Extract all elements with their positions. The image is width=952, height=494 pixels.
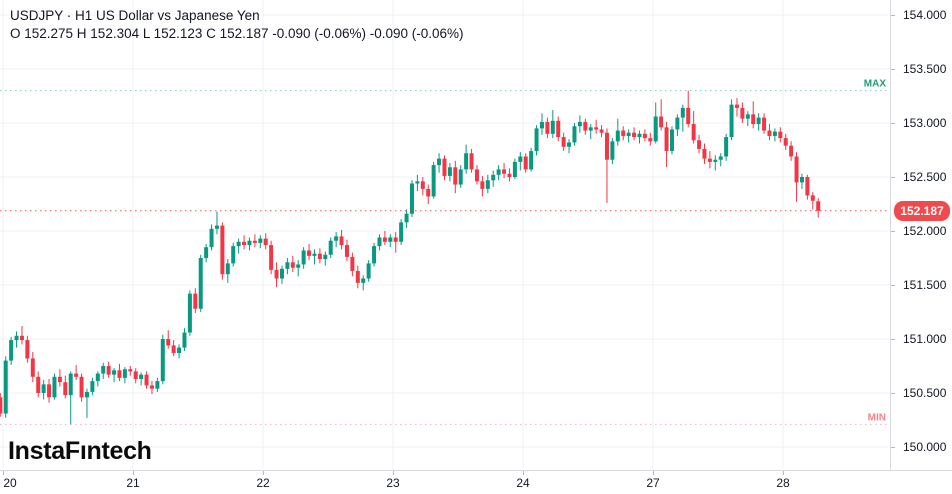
- grid-layer: [0, 0, 890, 470]
- time-tick-label: 28: [776, 476, 790, 490]
- time-tick-label: 24: [516, 476, 530, 490]
- time-tick-label: 22: [256, 476, 270, 490]
- price-tick-mark: [891, 176, 895, 178]
- price-tick-label: 152.500: [903, 170, 947, 184]
- max-label: MAX: [864, 79, 887, 90]
- time-tick-label: 23: [386, 476, 400, 490]
- price-tick-label: 150.500: [903, 386, 947, 400]
- time-tick-mark: [523, 471, 524, 475]
- time-tick-label: 21: [126, 476, 140, 490]
- last-price-badge: 152.187: [894, 200, 950, 221]
- price-tick-label: 151.500: [903, 278, 947, 292]
- last-price-value: 152.187: [900, 203, 944, 218]
- price-tick-mark: [891, 68, 895, 70]
- price-tick-label: 153.000: [903, 116, 947, 130]
- time-tick-mark: [3, 471, 4, 475]
- time-tick-mark: [133, 471, 134, 475]
- time-axis[interactable]: 20 21 22 23 24 27 28: [0, 470, 952, 494]
- price-tick-label: 150.000: [903, 440, 947, 454]
- time-tick-mark: [393, 471, 394, 475]
- candlestick-chart[interactable]: MAX MIN: [0, 0, 890, 470]
- time-tick-label: 27: [646, 476, 660, 490]
- price-tick-label: 152.000: [903, 224, 947, 238]
- price-tick-label: 153.500: [903, 62, 947, 76]
- price-tick-mark: [891, 14, 895, 16]
- price-axis[interactable]: 154.000 153.500 153.000 152.500 152.000 151.5…: [890, 0, 952, 470]
- chart-header: USDJPY · H1 US Dollar vs Japanese Yen O …: [10, 7, 464, 43]
- ohlc-readout: O 152.275 H 152.304 L 152.123 C 152.187 …: [10, 26, 464, 41]
- price-tick-mark: [891, 392, 895, 394]
- time-tick-mark: [653, 471, 654, 475]
- price-tick-mark: [891, 338, 895, 340]
- price-tick-mark: [891, 284, 895, 286]
- price-tick-label: 151.000: [903, 332, 947, 346]
- candles-layer: [0, 90, 821, 425]
- time-tick-label: 20: [3, 476, 17, 490]
- price-tick-mark: [891, 446, 895, 448]
- price-tick-label: 154.000: [903, 8, 947, 22]
- time-tick-mark: [783, 471, 784, 475]
- price-tick-mark: [891, 230, 895, 232]
- price-tick-mark: [891, 122, 895, 124]
- time-tick-mark: [263, 471, 264, 475]
- min-label: MIN: [868, 412, 886, 423]
- instafintech-logo: InstaFıntech: [8, 437, 152, 465]
- symbol-title: USDJPY · H1 US Dollar vs Japanese Yen: [10, 8, 260, 23]
